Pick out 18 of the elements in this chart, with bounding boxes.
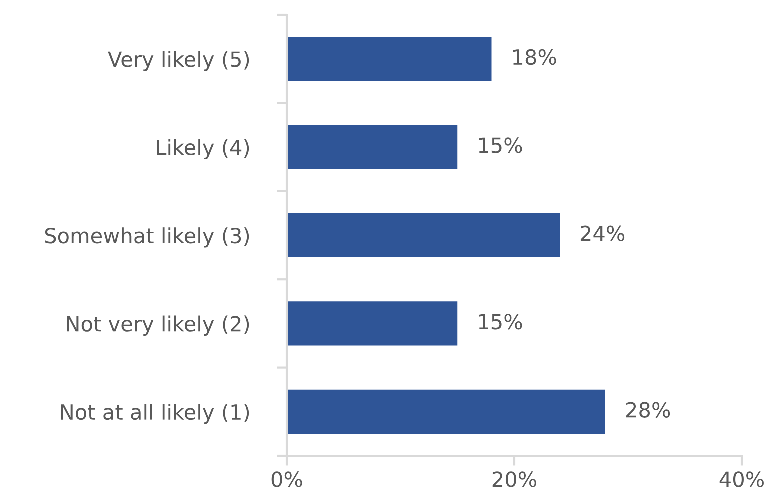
bar — [287, 37, 492, 82]
data-label: 15% — [479, 138, 522, 154]
y-tick-label: Likely (4) — [157, 139, 250, 160]
y-tick-label: Not at all likely (1) — [61, 404, 250, 424]
bar — [287, 390, 606, 434]
bar — [287, 302, 458, 346]
y-tick-label: Very likely (5) — [108, 51, 250, 72]
bar — [287, 213, 560, 258]
x-tick-label: 40% — [720, 472, 764, 488]
data-label: 15% — [479, 314, 522, 330]
data-label: 24% — [580, 226, 625, 242]
y-tick-label: Not very likely (2) — [67, 316, 250, 336]
bar — [287, 125, 458, 170]
data-label: 28% — [626, 402, 670, 418]
x-tick-label: 20% — [492, 472, 537, 488]
y-tick-label: Somewhat likely (3) — [45, 228, 250, 248]
x-tick-label: 0% — [272, 472, 302, 488]
data-label: 18% — [513, 49, 556, 66]
